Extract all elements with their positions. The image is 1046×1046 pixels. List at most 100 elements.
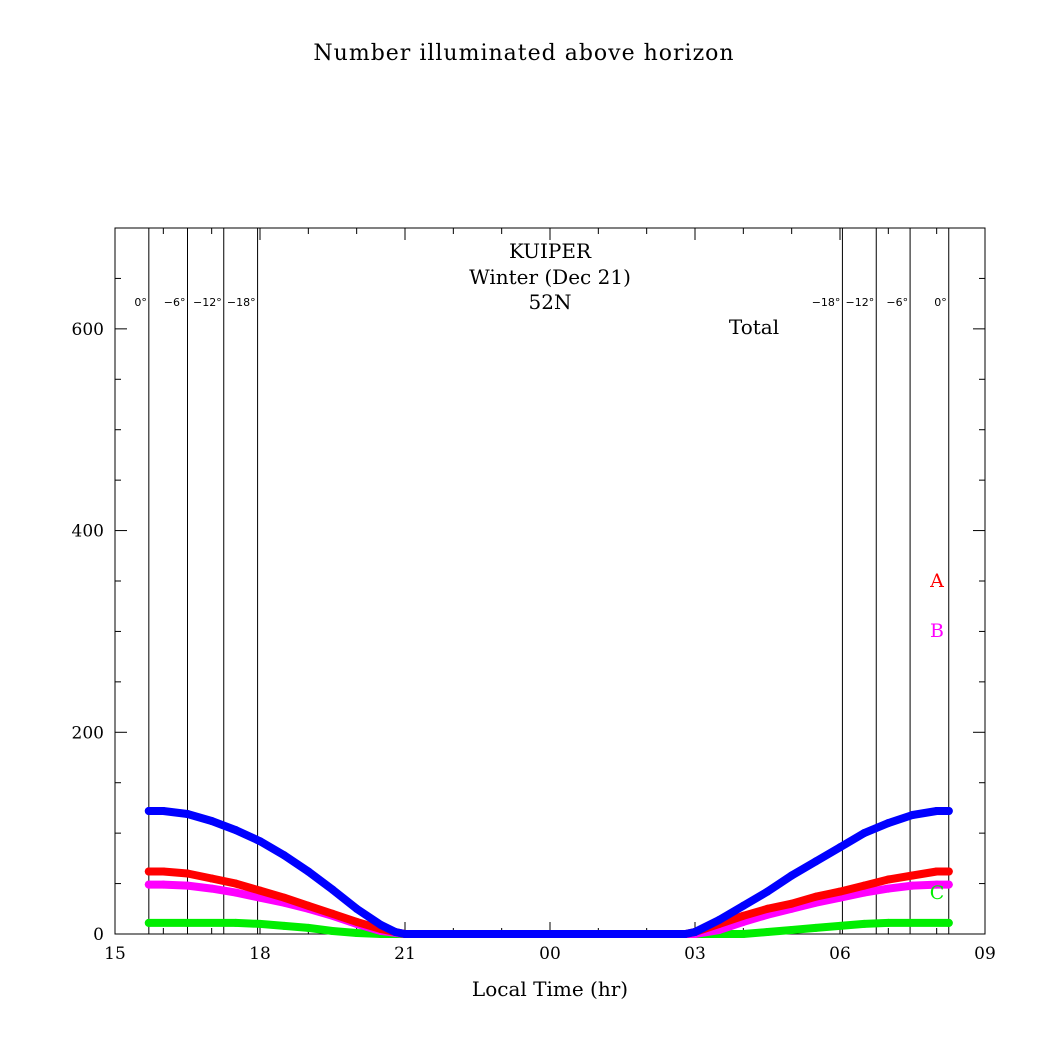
data-point-a [908,871,917,880]
data-point-b [231,888,240,897]
y-tick-label: 400 [72,522,104,542]
x-axis-label: Local Time (hr) [472,977,628,1001]
data-point-b [183,881,192,890]
twilight-label: −18° [812,296,841,309]
twilight-label: −6° [886,296,908,309]
data-point-c [183,918,192,927]
data-point-total [376,920,385,929]
data-point-c [144,918,153,927]
data-point-c [787,926,796,934]
data-point-a [144,867,153,876]
x-tick-label: 09 [974,944,996,964]
x-tick-label: 21 [394,944,416,964]
x-tick-label: 03 [684,944,706,964]
data-point-total [256,837,264,846]
series-layer [144,807,953,938]
annotation-panel: Total [729,315,779,339]
plot-area: 15 18 21 00 03 06 09 0 200 400 600 0° −6° −12° −18° −1… [72,227,996,964]
data-point-a [944,867,953,876]
annotation-season: Winter (Dec 21) [469,265,631,289]
data-point-total [908,811,917,819]
twilight-label: −12° [193,296,222,309]
series-label-a: A [929,570,944,592]
data-point-a [159,867,168,876]
data-point-a [280,893,289,902]
series-line-total [144,807,953,938]
twilight-label: −12° [846,296,875,309]
data-point-total [739,901,748,910]
data-point-a [256,886,264,895]
data-point-c [352,929,361,937]
twilight-lines: 0° −6° −12° −18° −18° −12° −6° 0° [134,228,950,934]
x-tick-label: 18 [249,944,271,964]
data-point-b [932,880,941,889]
data-point-a [207,874,216,883]
plot-frame [114,227,986,935]
data-point-total [715,915,724,924]
data-point-c [836,921,844,930]
data-point-total [763,887,772,896]
data-point-b [944,880,953,889]
series-label-b: B [930,620,944,642]
data-point-b [207,884,216,893]
x-tick-label: 06 [829,944,851,964]
data-point-a [352,917,361,926]
data-point-a [884,875,893,884]
data-point-a [932,867,941,876]
series-label-c: C [930,882,945,904]
data-point-c [328,927,337,935]
data-point-total [546,930,554,938]
data-point-b [908,881,917,890]
data-point-a [739,911,748,920]
data-point-c [860,919,869,928]
twilight-label: 0° [934,296,947,309]
data-point-total [352,904,361,913]
data-point-c [739,930,748,938]
data-point-b [884,884,893,893]
chart-title: Number illuminated above horizon [313,41,734,66]
data-point-b [159,880,168,889]
data-point-total [884,819,893,828]
data-point-total [207,817,216,825]
data-point-total [328,885,337,894]
annotation-latitude: 52N [529,290,572,314]
twilight-label: −18° [227,296,256,309]
data-point-c [811,923,820,932]
data-point-a [304,901,313,910]
data-point-b [256,893,264,902]
data-point-c [944,918,953,927]
data-point-total [811,857,820,866]
data-point-a [763,904,772,913]
data-point-b [860,888,869,897]
data-point-total [944,807,953,815]
data-point-a [836,887,844,896]
data-point-total [159,807,168,815]
x-tick-label: 00 [539,944,561,964]
data-point-total [144,807,153,815]
twilight-label: −6° [164,296,186,309]
data-point-total [401,930,409,938]
annotation-constellation: KUIPER [509,239,592,263]
data-point-a [787,899,796,908]
data-point-b [144,880,153,889]
data-point-total [391,928,400,936]
data-point-total [304,867,313,876]
axis-ticks: 15 18 21 00 03 06 09 0 200 400 600 [72,227,996,964]
data-point-a [860,881,869,890]
data-point-total [280,851,289,860]
y-tick-label: 0 [93,925,104,945]
y-tick-label: 200 [72,723,104,743]
data-point-total [681,930,690,938]
data-point-a [183,869,192,878]
data-point-c [280,921,289,930]
data-point-total [860,829,869,838]
y-tick-label: 600 [72,320,104,340]
data-point-total [691,928,699,936]
twilight-label: 0° [134,296,147,309]
x-tick-label: 15 [104,944,126,964]
data-point-a [328,909,337,918]
data-point-total [787,871,796,880]
data-point-c [763,928,772,936]
data-point-a [811,892,820,901]
